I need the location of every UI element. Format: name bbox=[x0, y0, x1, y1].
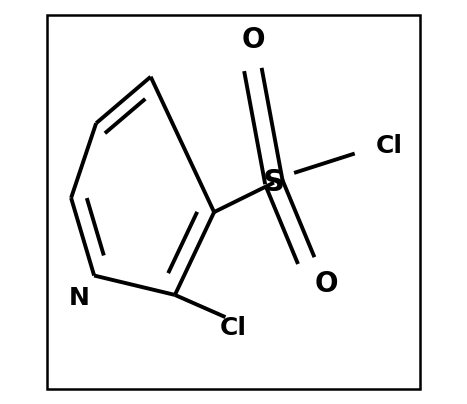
Text: N: N bbox=[68, 286, 89, 310]
Text: O: O bbox=[241, 26, 265, 55]
Text: Cl: Cl bbox=[376, 134, 403, 158]
Text: O: O bbox=[315, 269, 338, 298]
Text: S: S bbox=[263, 168, 285, 197]
Text: Cl: Cl bbox=[220, 316, 247, 340]
